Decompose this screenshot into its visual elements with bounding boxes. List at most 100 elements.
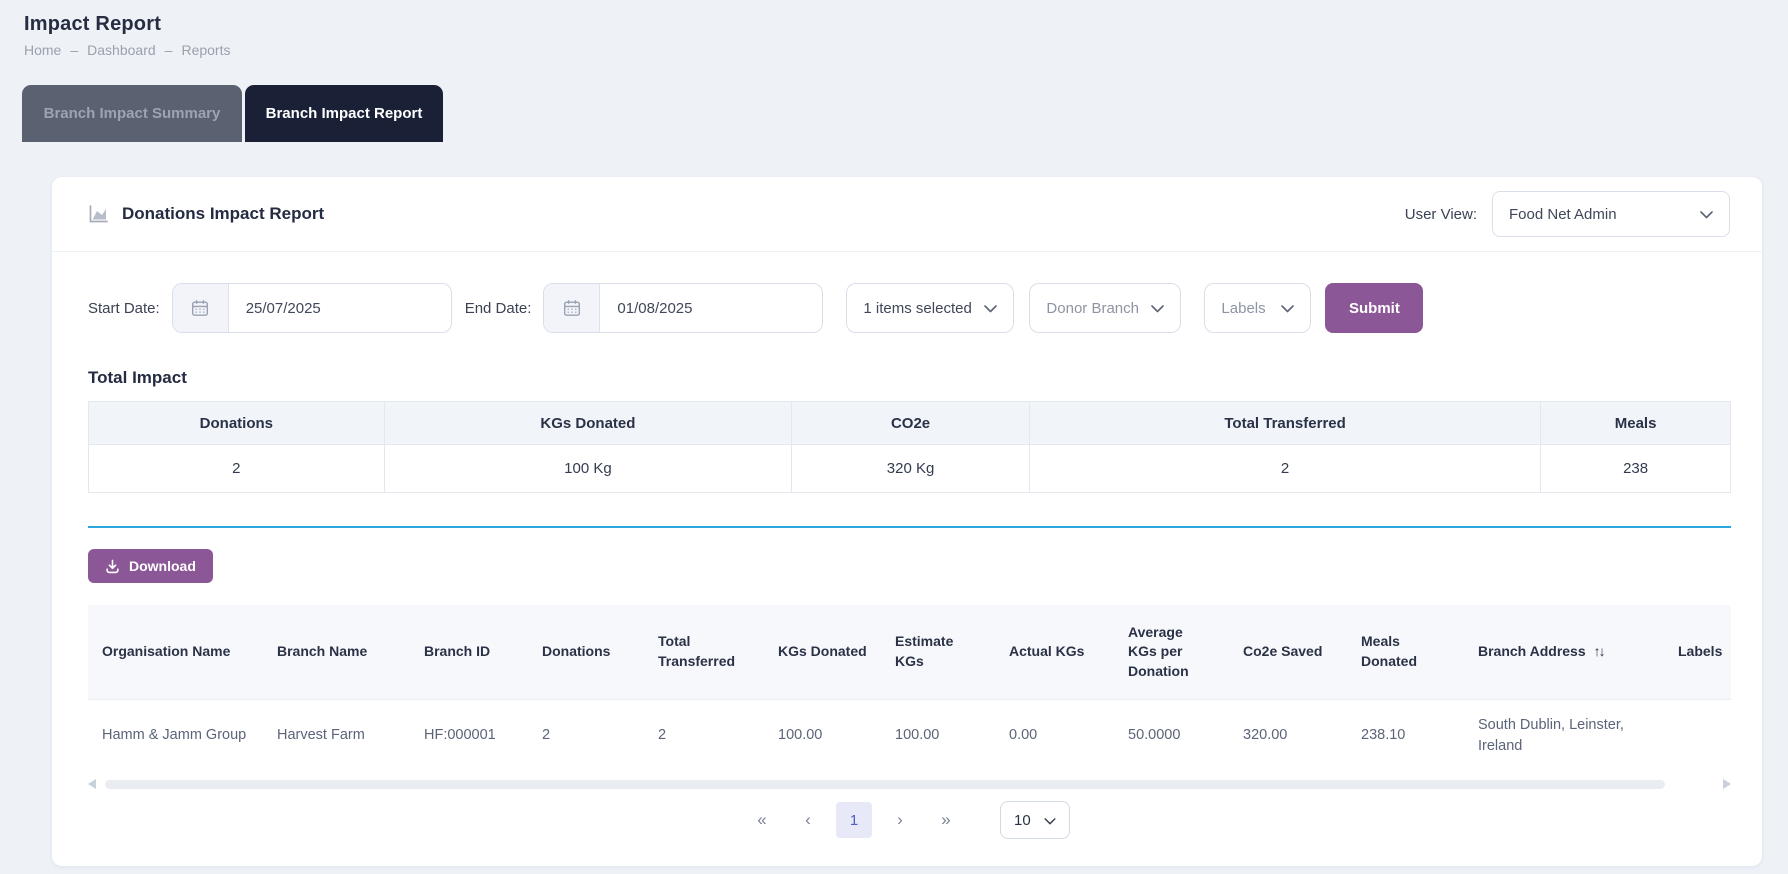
submit-button[interactable]: Submit [1325, 283, 1424, 333]
end-date-value: 01/08/2025 [617, 299, 693, 317]
prev-page-button[interactable]: ‹ [790, 802, 826, 838]
col-actual-kgs: Actual KGs [1009, 643, 1085, 660]
end-date-input[interactable]: 01/08/2025 [543, 283, 824, 333]
horizontal-scrollbar[interactable] [88, 779, 1731, 789]
scroll-left-icon[interactable] [88, 779, 96, 789]
teal-divider [88, 526, 1731, 528]
col-estimate-kgs: Estimate KGs [895, 633, 954, 669]
chevron-down-icon [984, 300, 998, 317]
start-date-value: 25/07/2025 [245, 299, 321, 317]
breadcrumb-dashboard[interactable]: Dashboard [87, 42, 156, 58]
donor-branch-placeholder: Donor Branch [1046, 299, 1139, 317]
start-date-input[interactable]: 25/07/2025 [171, 283, 452, 333]
labels-select[interactable]: Labels [1204, 283, 1312, 333]
impact-col-meals: Meals [1614, 414, 1657, 432]
total-impact-section: Total Impact Donations KGs Donated CO2e … [52, 333, 1762, 493]
total-impact-heading: Total Impact [88, 368, 187, 387]
breadcrumb-home[interactable]: Home [24, 42, 62, 58]
cell-kgs-donated: 100.00 [778, 727, 823, 744]
scrollbar-thumb[interactable] [105, 779, 1665, 789]
cell-donations: 2 [542, 727, 551, 744]
impact-col-total-transferred: Total Transferred [1030, 402, 1542, 444]
sort-icon[interactable]: ↑↓ [1593, 643, 1606, 660]
breadcrumb: Home – Dashboard – Reports [24, 42, 1764, 58]
report-table-header-row: Organisation Name Branch Name Branch ID … [88, 605, 1731, 699]
cell-estimate-kgs: 100.00 [895, 727, 940, 744]
impact-value-kgs-donated: 100 Kg [385, 445, 793, 492]
col-labels: Labels [1678, 643, 1723, 660]
col-average-kgs-per-donation: Average KGs per Donation [1128, 623, 1189, 679]
col-branch-name: Branch Name [277, 643, 368, 660]
tab-bar: Branch Impact Summary Branch Impact Repo… [22, 85, 1788, 142]
pagination: « ‹ 1 › » 10 [52, 801, 1762, 839]
chevron-down-icon [1151, 300, 1165, 317]
cell-total-transferred: 2 [658, 727, 667, 744]
col-co2e-saved: Co2e Saved [1243, 643, 1323, 660]
calendar-icon[interactable] [172, 284, 229, 332]
download-label: Download [129, 558, 196, 574]
breadcrumb-separator: – [164, 42, 173, 58]
cell-branch-id: HF:000001 [424, 727, 496, 744]
chevron-down-icon [1044, 812, 1056, 829]
cell-organisation-name: Hamm & Jamm Group [102, 727, 247, 744]
page-header: Impact Report Home – Dashboard – Reports [0, 0, 1788, 58]
col-branch-id: Branch ID [424, 643, 491, 660]
current-page-button[interactable]: 1 [836, 802, 872, 838]
cell-actual-kgs: 0.00 [1009, 727, 1038, 744]
download-button[interactable]: Download [88, 549, 213, 583]
tab-label: Branch Impact Summary [43, 105, 221, 122]
tab-branch-impact-summary[interactable]: Branch Impact Summary [22, 85, 242, 142]
card-header: Donations Impact Report User View: Food … [52, 177, 1762, 252]
total-impact-header-row: Donations KGs Donated CO2e Total Transfe… [89, 402, 1730, 444]
tab-label: Branch Impact Report [265, 105, 423, 122]
calendar-icon[interactable] [544, 284, 601, 332]
report-card: Donations Impact Report User View: Food … [52, 177, 1762, 866]
col-meals-donated: Meals Donated [1361, 633, 1417, 669]
download-icon [105, 559, 120, 574]
first-page-button[interactable]: « [744, 802, 780, 838]
impact-value-co2e: 320 Kg [792, 445, 1030, 492]
report-table: Organisation Name Branch Name Branch ID … [88, 605, 1731, 772]
col-kgs-donated: KGs Donated [778, 643, 867, 660]
cell-branch-name: Harvest Farm [277, 727, 365, 744]
impact-value-donations: 2 [89, 445, 385, 492]
cell-co2e-saved: 320.00 [1243, 727, 1288, 744]
total-impact-table: Donations KGs Donated CO2e Total Transfe… [88, 401, 1731, 493]
branches-multiselect[interactable]: 1 items selected [846, 283, 1015, 333]
chevron-down-icon [1700, 206, 1713, 223]
impact-value-meals: 238 [1623, 460, 1649, 477]
chevron-down-icon [1281, 300, 1295, 317]
breadcrumb-reports[interactable]: Reports [181, 42, 231, 58]
scroll-right-icon[interactable] [1723, 779, 1731, 789]
end-date-label: End Date: [464, 299, 532, 317]
filter-bar: Start Date: 25/07/2025 End Date: 01/08 [52, 252, 1762, 333]
donor-branch-select[interactable]: Donor Branch [1029, 283, 1182, 333]
cell-branch-address: South Dublin, Leinster, Ireland [1478, 716, 1624, 754]
breadcrumb-separator: – [70, 42, 79, 58]
start-date-label: Start Date: [88, 299, 160, 317]
user-view-select[interactable]: Food Net Admin [1492, 191, 1730, 237]
col-total-transferred: Total Transferred [658, 633, 736, 669]
page-size-value: 10 [1014, 811, 1031, 829]
branches-multiselect-value: 1 items selected [863, 299, 972, 317]
impact-col-donations: Donations [89, 402, 385, 444]
labels-placeholder: Labels [1221, 299, 1266, 317]
tab-branch-impact-report[interactable]: Branch Impact Report [245, 85, 443, 142]
user-view-label: User View: [1404, 205, 1477, 223]
last-page-button[interactable]: » [928, 802, 964, 838]
col-donations: Donations [542, 643, 611, 660]
card-title: Donations Impact Report [122, 204, 325, 223]
total-impact-value-row: 2 100 Kg 320 Kg 2 238 [89, 444, 1730, 492]
next-page-button[interactable]: › [882, 802, 918, 838]
impact-col-co2e: CO2e [792, 402, 1030, 444]
cell-meals-donated: 238.10 [1361, 727, 1406, 744]
table-row: Hamm & Jamm Group Harvest Farm HF:000001… [88, 699, 1731, 772]
impact-col-kgs-donated: KGs Donated [385, 402, 793, 444]
impact-value-total-transferred: 2 [1030, 445, 1542, 492]
cell-labels [1664, 700, 1731, 772]
col-branch-address[interactable]: Branch Address ↑↓ [1464, 605, 1664, 699]
cell-average-kgs-per-donation: 50.0000 [1128, 727, 1181, 744]
page-size-select[interactable]: 10 [1000, 801, 1070, 839]
user-view-value: Food Net Admin [1509, 205, 1617, 223]
col-organisation-name: Organisation Name [102, 643, 231, 660]
